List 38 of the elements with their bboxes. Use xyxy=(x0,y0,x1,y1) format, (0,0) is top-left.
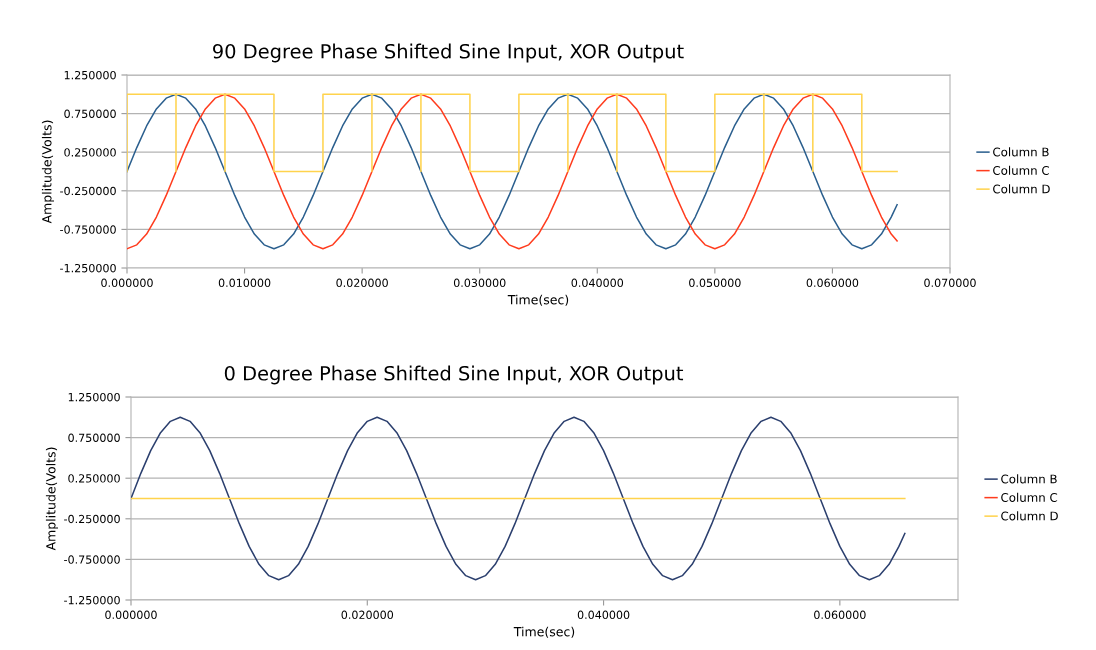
chart-title: 0 Degree Phase Shifted Sine Input, XOR Output xyxy=(224,365,684,385)
y-tick-label: -0.750000 xyxy=(60,225,116,234)
legend-label: Column C xyxy=(1001,492,1058,502)
x-tick-label: 0.020000 xyxy=(341,610,394,620)
x-tick-label: 0.040000 xyxy=(577,610,630,620)
y-tick-label: -0.250000 xyxy=(64,514,120,524)
x-tick-label: 0.010000 xyxy=(218,278,271,288)
y-axis-title: Amplitude(Volts) xyxy=(41,120,54,224)
x-tick-label: 0.000000 xyxy=(101,278,153,288)
line-series xyxy=(131,416,906,581)
y-tick-label: -0.250000 xyxy=(60,186,116,196)
x-tick-label: 0.060000 xyxy=(814,610,866,620)
x-tick-label: 0.060000 xyxy=(806,278,859,288)
y-tick-label: -1.250000 xyxy=(64,595,120,605)
y-tick-label: -0.750000 xyxy=(64,555,120,564)
y-tick-label: 1.250000 xyxy=(64,70,116,80)
legend-label: Column B xyxy=(1001,474,1057,484)
y-tick-label: 1.250000 xyxy=(68,392,120,402)
x-axis-title: Time(sec) xyxy=(513,626,575,638)
x-tick-label: 0.040000 xyxy=(571,278,624,288)
legend-label: Column D xyxy=(1001,511,1058,521)
y-tick-label: 0.250000 xyxy=(68,474,120,483)
legend-label: Column B xyxy=(993,147,1049,157)
x-tick-label: 0.050000 xyxy=(689,278,741,288)
x-tick-label: 0.000000 xyxy=(105,610,157,620)
legend-label: Column C xyxy=(993,165,1049,175)
y-tick-label: 0.750000 xyxy=(64,109,116,118)
line-series xyxy=(127,93,898,250)
x-tick-label: 0.030000 xyxy=(453,278,506,288)
x-tick-label: 0.020000 xyxy=(336,278,388,288)
y-axis-title: Amplitude(Volts) xyxy=(45,447,58,551)
chart-title: 90 Degree Phase Shifted Sine Input, XOR Output xyxy=(213,43,684,63)
y-tick-label: -1.250000 xyxy=(60,263,116,273)
y-tick-label: 0.250000 xyxy=(64,148,116,157)
x-axis-title: Time(sec) xyxy=(507,294,569,306)
y-tick-label: 0.750000 xyxy=(68,433,120,442)
x-tick-label: 0.070000 xyxy=(924,278,976,288)
legend-label: Column D xyxy=(993,184,1050,194)
